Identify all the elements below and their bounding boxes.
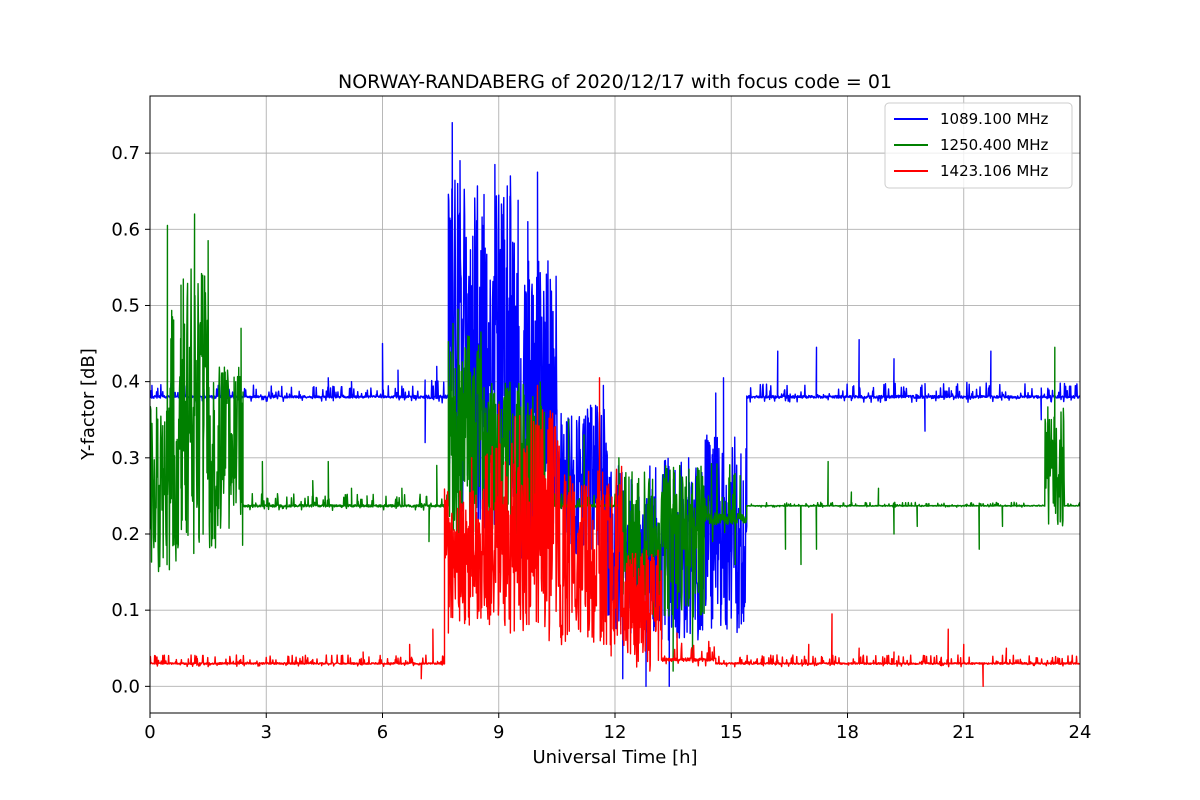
x-tick-label: 24	[1069, 722, 1092, 743]
x-tick-label: 12	[604, 722, 627, 743]
y-tick-label: 0.6	[111, 219, 140, 240]
y-tick-label: 0.2	[111, 524, 140, 545]
x-tick-label: 6	[377, 722, 388, 743]
legend-label-1250: 1250.400 MHz	[940, 136, 1049, 154]
legend-item-1423: 1423.106 MHz	[894, 162, 1049, 180]
x-tick-label: 3	[261, 722, 272, 743]
legend-label-1089: 1089.100 MHz	[940, 110, 1049, 128]
chart-title: NORWAY-RANDABERG of 2020/12/17 with focu…	[338, 71, 892, 93]
series-line-2	[150, 213, 1080, 672]
x-tick-label: 0	[144, 722, 155, 743]
series-line-3	[150, 377, 1080, 688]
legend-item-1250: 1250.400 MHz	[894, 136, 1049, 154]
legend-item-1089: 1089.100 MHz	[894, 110, 1049, 128]
y-axis-label: Y-factor [dB]	[78, 348, 99, 461]
y-tick-label: 0.4	[111, 372, 140, 393]
y-tick-label: 0.0	[111, 676, 140, 697]
series-line-1	[150, 121, 1080, 688]
y-tick-label: 0.7	[111, 143, 140, 164]
x-tick-label: 15	[720, 722, 743, 743]
legend-box	[884, 102, 1073, 189]
y-tick-label: 0.3	[111, 448, 140, 469]
x-tick-label: 21	[952, 722, 975, 743]
x-tick-label: 18	[836, 722, 859, 743]
y-tick-label: 0.1	[111, 600, 140, 621]
series-layer	[150, 121, 1080, 688]
ticks: 0 3 6 9 12 15 18 21 24 0.0 0.1 0.2 0.3 0.4 0.5 0.6 0.7	[111, 143, 1091, 743]
y-tick-label: 0.5	[111, 295, 140, 316]
legend-label-1423: 1423.106 MHz	[940, 162, 1049, 180]
x-tick-label: 9	[493, 722, 504, 743]
x-axis-label: Universal Time [h]	[532, 747, 697, 768]
legend: 1089.100 MHz 1250.400 MHz 1423.106 MHz	[884, 102, 1073, 189]
